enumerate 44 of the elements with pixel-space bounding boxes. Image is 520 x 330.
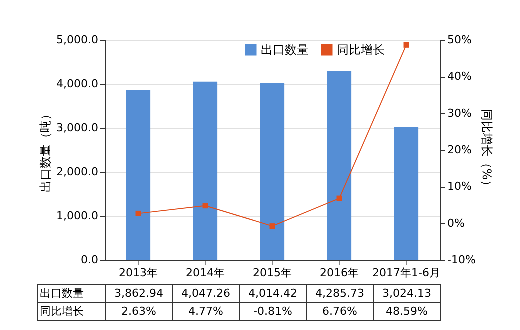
text: 出口数量 [40,287,84,300]
data-label: 6.76% [306,302,374,320]
x-tick-label: 2013年 [119,266,158,280]
y2-tick-label: 0% [448,216,465,230]
y-tick-label: 0.0 [81,254,98,266]
data-label: 4,285.73 [306,284,374,302]
point [202,203,208,209]
legend-label: 出口数量 [261,43,309,57]
point [270,224,276,230]
y-tick-label: 2,000.0 [56,166,98,178]
point [336,196,342,202]
data-label: 4,047.26 [172,284,240,302]
y-tick-label: 4,000.0 [56,78,98,90]
data-label: 4.77% [172,302,240,320]
point [404,42,410,48]
x-tick-label: 2016年 [320,266,359,280]
y2-tick-label: 20% [448,144,472,156]
bar [394,126,419,260]
data-label: 4,014.42 [240,284,306,302]
bar [260,83,285,260]
y2-tick-label: 50% [448,34,472,46]
x-tick-label: 2017年1-6月 [372,266,440,280]
point [136,210,142,216]
data-label: 2.63% [106,302,172,320]
y-axis-title: 出口数量（吨） [38,108,53,192]
bar [126,90,151,260]
data-label: 48.59% [374,302,440,320]
y2-tick-label: -10% [448,254,476,266]
y2-axis-title: 同比增长（%） [480,108,494,192]
y2-tick-label: 10% [448,180,472,194]
data-label: -0.81% [240,302,306,320]
y-tick-label: 3,000.0 [56,122,98,134]
x-tick-label: 2014年 [186,266,225,280]
x-tick-label: 2015年 [253,266,292,280]
y-tick-label: 1,000.0 [56,210,98,222]
data-label: 3,024.13 [374,284,440,302]
text: 同比增长 [40,305,84,318]
y2-tick-label: 40% [448,70,472,84]
data-label: 3,862.94 [106,284,172,302]
bar [327,71,352,260]
bar [193,82,218,260]
legend-label: 同比增长 [337,43,385,57]
y2-tick-label: 30% [448,106,472,120]
y-tick-label: 5,000.0 [56,34,98,46]
